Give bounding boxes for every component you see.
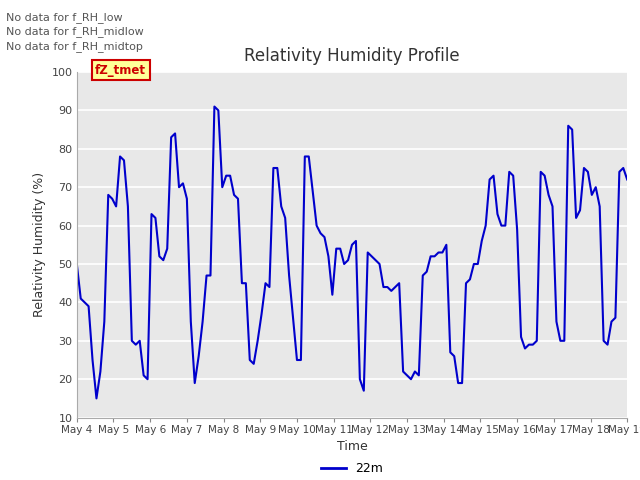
Text: No data for f_RH_midlow: No data for f_RH_midlow bbox=[6, 26, 144, 37]
Y-axis label: Relativity Humidity (%): Relativity Humidity (%) bbox=[33, 172, 46, 317]
Text: fZ_tmet: fZ_tmet bbox=[95, 64, 146, 77]
Title: Relativity Humidity Profile: Relativity Humidity Profile bbox=[244, 47, 460, 65]
X-axis label: Time: Time bbox=[337, 440, 367, 453]
Legend: 22m: 22m bbox=[316, 457, 388, 480]
Text: No data for f_RH_midtop: No data for f_RH_midtop bbox=[6, 41, 143, 52]
Text: No data for f_RH_low: No data for f_RH_low bbox=[6, 12, 123, 23]
